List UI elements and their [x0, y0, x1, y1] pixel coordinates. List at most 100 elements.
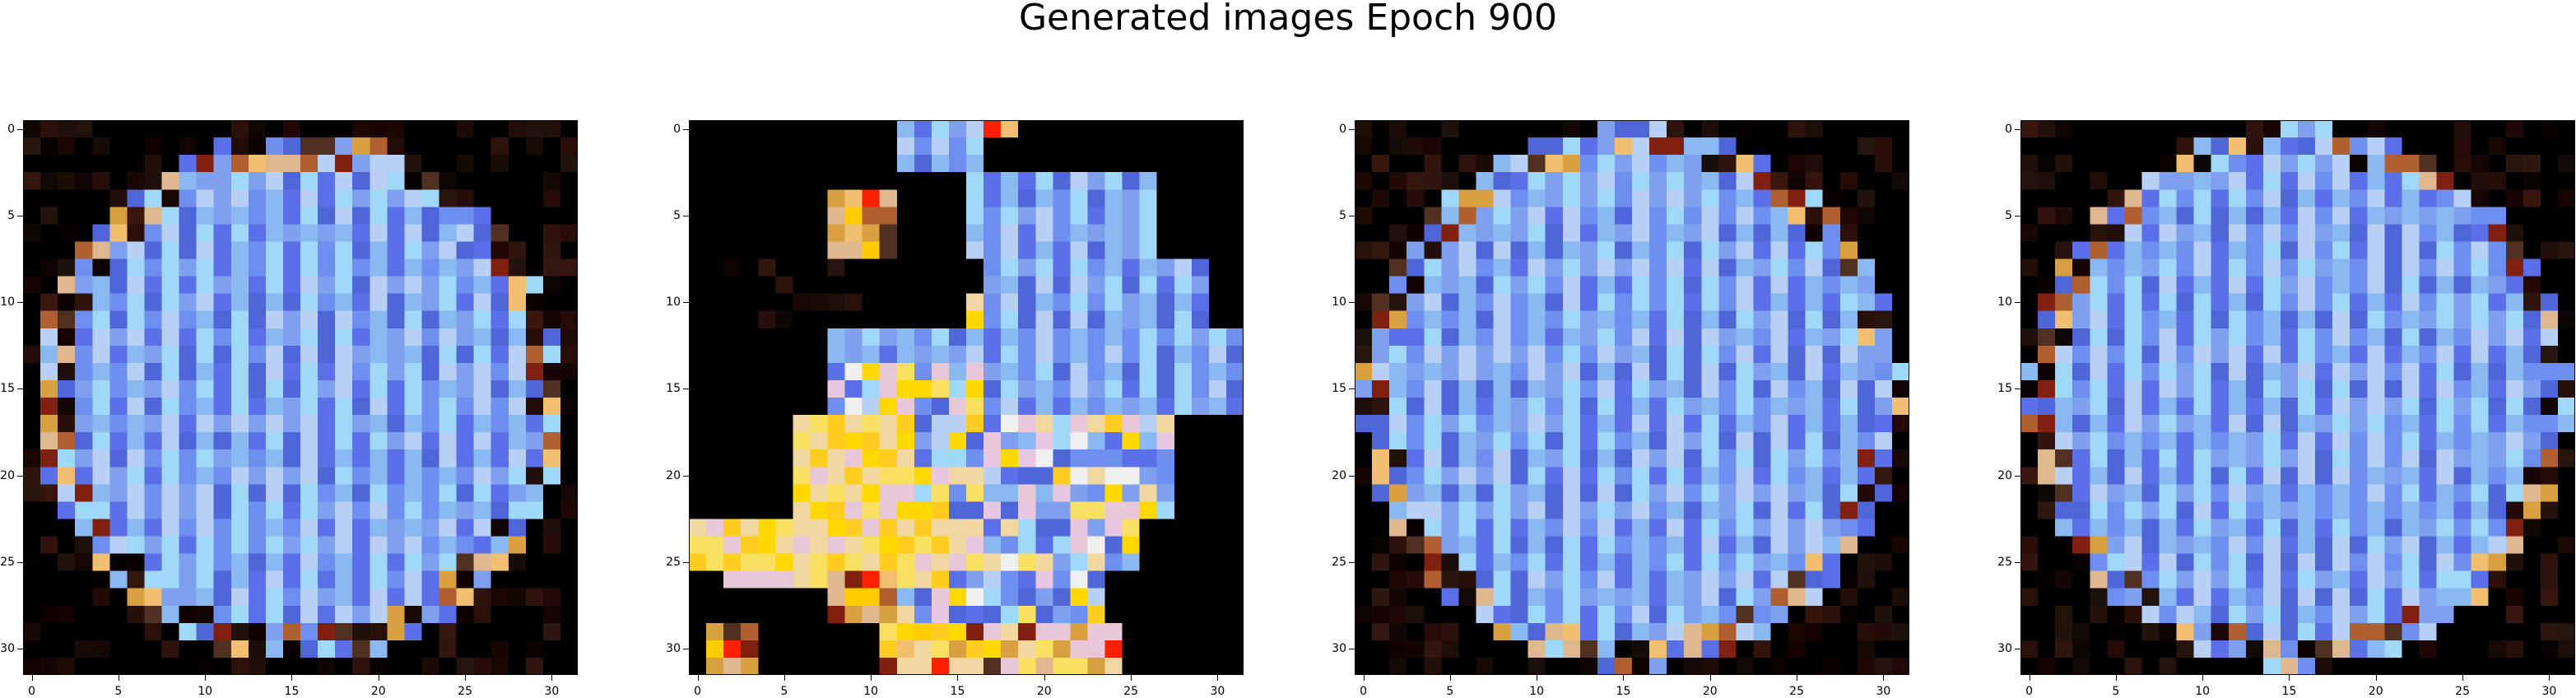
y-tick-label: 10	[651, 295, 681, 309]
y-tick	[683, 476, 689, 477]
x-tick-label: 30	[1867, 685, 1899, 698]
generated-image-panel-2: 0 5 10 15 20 25 30 0 5 10 15 20 25 30	[689, 120, 1244, 675]
x-tick	[1623, 675, 1624, 681]
y-tick-label: 0	[1983, 123, 2012, 136]
x-tick-label: 10	[2186, 685, 2219, 698]
y-tick	[17, 129, 23, 130]
generated-image-panel-3: 0 5 10 15 20 25 30 0 5 10 15 20 25 30	[1355, 120, 1909, 675]
x-tick-label: 10	[854, 685, 887, 698]
x-tick	[1364, 675, 1365, 681]
x-tick	[551, 675, 552, 681]
generated-image-panel-4: 0 5 10 15 20 25 30 0 5 10 15 20 25 30	[2020, 120, 2575, 675]
generated-image-1	[23, 120, 578, 675]
y-tick-label: 30	[1317, 642, 1346, 655]
x-tick	[1450, 675, 1451, 681]
y-tick-label: 30	[651, 642, 681, 655]
x-tick	[465, 675, 466, 681]
y-tick-label: 20	[1317, 469, 1346, 482]
y-tick-label: 25	[0, 556, 15, 569]
y-tick	[17, 562, 23, 563]
generated-image-3	[1355, 120, 1909, 675]
generated-image-4	[2020, 120, 2575, 675]
x-tick-label: 20	[1028, 685, 1061, 698]
y-tick-label: 0	[1317, 123, 1346, 136]
y-tick-label: 30	[1983, 642, 2012, 655]
y-tick-label: 5	[651, 209, 681, 222]
figure-title: Generated images Epoch 900	[0, 0, 2576, 36]
y-tick	[1349, 476, 1355, 477]
y-tick	[2015, 562, 2020, 563]
x-tick	[1217, 675, 1218, 681]
generated-image-2	[689, 120, 1244, 675]
x-tick-label: 15	[941, 685, 974, 698]
y-tick-label: 0	[651, 123, 681, 136]
y-tick	[683, 129, 689, 130]
x-tick	[32, 675, 33, 681]
x-tick	[1044, 675, 1045, 681]
y-tick	[2015, 476, 2020, 477]
y-tick-label: 10	[1983, 295, 2012, 309]
x-tick-label: 20	[362, 685, 395, 698]
y-tick-label: 10	[1317, 295, 1346, 309]
x-tick	[957, 675, 958, 681]
generated-image-panel-1: 0 5 10 15 20 25 30 0 5 10 15 20 25 30	[23, 120, 578, 675]
x-tick	[784, 675, 785, 681]
x-tick	[871, 675, 872, 681]
y-tick-label: 20	[1983, 469, 2012, 482]
x-tick-label: 30	[2532, 685, 2565, 698]
x-tick-label: 10	[1520, 685, 1553, 698]
y-tick-label: 25	[1317, 556, 1346, 569]
y-tick-label: 5	[1317, 209, 1346, 222]
y-tick-label: 15	[0, 382, 15, 395]
y-tick-label: 15	[1317, 382, 1346, 395]
y-tick	[17, 302, 23, 303]
x-tick-label: 5	[102, 685, 135, 698]
x-tick	[1131, 675, 1132, 681]
y-tick-label: 15	[651, 382, 681, 395]
x-tick	[2289, 675, 2290, 681]
x-tick-label: 25	[1780, 685, 1813, 698]
x-tick-label: 0	[681, 685, 714, 698]
x-tick	[2462, 675, 2463, 681]
x-tick-label: 10	[188, 685, 221, 698]
x-tick	[698, 675, 699, 681]
x-tick-label: 5	[2099, 685, 2132, 698]
x-tick	[2116, 675, 2117, 681]
x-tick-label: 0	[1347, 685, 1380, 698]
x-tick-label: 15	[1607, 685, 1639, 698]
y-tick-label: 10	[0, 295, 15, 309]
y-tick	[2015, 302, 2020, 303]
x-tick-label: 0	[16, 685, 49, 698]
y-tick-label: 0	[0, 123, 15, 136]
y-tick	[17, 476, 23, 477]
x-tick	[2549, 675, 2550, 681]
y-tick	[1349, 129, 1355, 130]
y-tick-label: 5	[0, 209, 15, 222]
x-tick-label: 30	[535, 685, 568, 698]
y-tick	[1349, 302, 1355, 303]
x-tick-label: 0	[2013, 685, 2046, 698]
y-tick-label: 25	[1983, 556, 2012, 569]
y-tick-label: 15	[1983, 382, 2012, 395]
x-tick-label: 20	[2360, 685, 2392, 698]
x-tick-label: 5	[1434, 685, 1467, 698]
x-tick-label: 15	[2272, 685, 2305, 698]
x-tick	[2202, 675, 2203, 681]
x-tick-label: 25	[449, 685, 481, 698]
y-tick	[683, 302, 689, 303]
x-tick-label: 25	[1114, 685, 1147, 698]
y-tick	[2015, 129, 2020, 130]
y-tick-label: 20	[0, 469, 15, 482]
y-tick-label: 5	[1983, 209, 2012, 222]
x-tick	[291, 675, 292, 681]
y-tick-label: 20	[651, 469, 681, 482]
y-tick-label: 30	[0, 642, 15, 655]
x-tick	[1883, 675, 1884, 681]
x-tick-label: 5	[768, 685, 801, 698]
x-tick-label: 30	[1201, 685, 1234, 698]
x-tick-label: 15	[275, 685, 308, 698]
x-tick-label: 20	[1694, 685, 1727, 698]
x-tick-label: 25	[2446, 685, 2479, 698]
x-tick	[1710, 675, 1711, 681]
x-tick	[205, 675, 206, 681]
